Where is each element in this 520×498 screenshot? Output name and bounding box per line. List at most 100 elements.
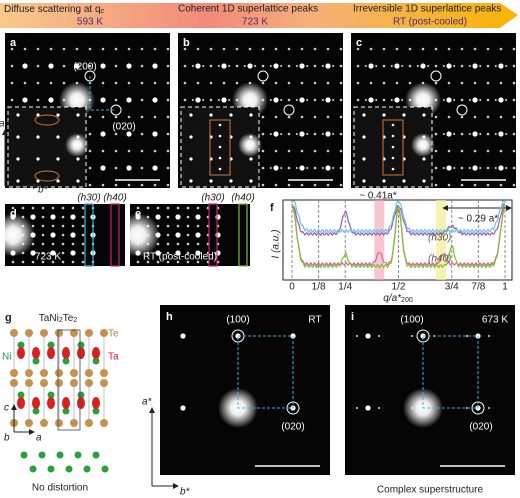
diffraction-spot — [446, 165, 452, 171]
panel-letter: h — [166, 311, 173, 323]
superlattice-spot — [306, 167, 309, 169]
diffraction-spot — [127, 47, 131, 51]
peak-circle — [283, 104, 295, 116]
diffraction-spot — [209, 47, 213, 51]
superlattice-spot — [269, 133, 272, 135]
superlattice-spot — [390, 99, 393, 101]
diffraction-spot — [222, 81, 226, 85]
superlattice-spot — [401, 99, 404, 101]
diffraction-spot — [460, 149, 464, 153]
diffraction-spot — [176, 242, 180, 246]
diffraction-spot — [88, 132, 92, 136]
intensity-curve — [291, 205, 506, 267]
diffraction-spot — [186, 215, 190, 219]
diffraction-spot — [50, 232, 56, 238]
ta-atom — [17, 397, 25, 409]
ni-atom — [38, 451, 46, 459]
diffraction-spot — [287, 183, 291, 187]
superlattice-spot — [191, 99, 194, 101]
inset-spot — [422, 113, 426, 117]
superlattice-spot — [494, 133, 497, 135]
superlattice-spot — [295, 167, 298, 169]
diffraction-spot — [140, 183, 144, 187]
y-axis-label: I (a.u.) — [271, 230, 282, 259]
central-glow — [130, 213, 160, 257]
superlattice-spot — [479, 65, 482, 67]
inset-spot — [189, 179, 193, 183]
diffraction-spot — [365, 333, 371, 339]
diffraction-spot — [166, 224, 170, 228]
diffraction-spot — [186, 233, 190, 237]
diffraction-spot — [183, 98, 187, 102]
inset-spot — [209, 113, 213, 117]
ta-atom — [92, 347, 100, 359]
diffraction-spot — [153, 81, 157, 85]
superlattice-spot — [468, 133, 471, 135]
diffraction-spot — [287, 98, 291, 102]
diffraction-spot — [473, 81, 477, 85]
inset-spot — [36, 113, 40, 117]
diffraction-spot — [498, 97, 504, 103]
diffraction-spot — [30, 214, 36, 220]
diffraction-spot — [101, 149, 105, 153]
diffraction-spot — [300, 183, 304, 187]
diffraction-spot — [447, 47, 451, 51]
superlattice-spot — [202, 99, 205, 101]
superlattice-spot — [321, 99, 324, 101]
x-tick-label: 1/2 — [392, 282, 406, 293]
diffraction-spot — [81, 242, 85, 246]
diffraction-spot — [339, 64, 343, 68]
ni-atom — [62, 357, 70, 365]
superlattice-spot — [488, 335, 490, 337]
diffraction-spot — [10, 98, 14, 102]
diffraction-spot — [287, 166, 291, 170]
diffraction-spot — [41, 242, 45, 246]
superlattice-spot — [453, 65, 456, 67]
diffraction-spot — [313, 81, 317, 85]
ni-atom — [56, 451, 64, 459]
diffraction-spot — [126, 63, 132, 69]
diffraction-spot — [88, 47, 92, 51]
diffraction-spot — [512, 64, 516, 68]
formula: TaNi2Te2 — [39, 313, 77, 324]
diffraction-spot — [146, 260, 150, 264]
pattern — [5, 206, 96, 264]
diffraction-spot — [136, 206, 140, 210]
diffraction-spot — [356, 47, 360, 51]
diffraction-spot — [183, 81, 187, 85]
header-arrow — [0, 3, 518, 28]
inset-spot — [189, 135, 193, 139]
superlattice-spot — [217, 65, 220, 67]
diffraction-spot — [88, 149, 92, 153]
peak-label: (100) — [400, 315, 423, 326]
diffraction-spot — [512, 149, 516, 153]
diffraction-spot — [114, 183, 118, 187]
diffraction-spot — [300, 149, 304, 153]
diffraction-spot — [36, 47, 40, 51]
ni-atom — [92, 357, 100, 365]
diffraction-spot — [209, 64, 213, 68]
diffraction-spot — [127, 183, 131, 187]
ta-atom — [92, 397, 100, 409]
diffraction-spot — [62, 47, 66, 51]
superlattice-spot — [378, 407, 380, 409]
diffraction-spot — [166, 260, 170, 264]
diffraction-spot — [140, 81, 144, 85]
column-marker — [238, 203, 248, 267]
diffraction-spot — [10, 47, 14, 51]
superlattice-spot — [218, 134, 222, 138]
diffraction-spot — [36, 64, 40, 68]
diffraction-spot — [62, 81, 66, 85]
diffraction-spot — [31, 206, 35, 210]
diffraction-spot — [186, 251, 190, 255]
header-text: Diffuse scattering at q — [4, 4, 101, 15]
diffraction-spot — [196, 47, 200, 51]
diffraction-spot — [472, 63, 478, 69]
diffraction-spot — [447, 149, 451, 153]
superlattice-spot — [479, 133, 482, 135]
diffraction-spot — [126, 131, 132, 137]
diffraction-spot — [127, 149, 131, 153]
diffraction-spot — [156, 206, 160, 210]
superlattice-spot — [466, 335, 468, 337]
diffraction-spot — [339, 132, 343, 136]
